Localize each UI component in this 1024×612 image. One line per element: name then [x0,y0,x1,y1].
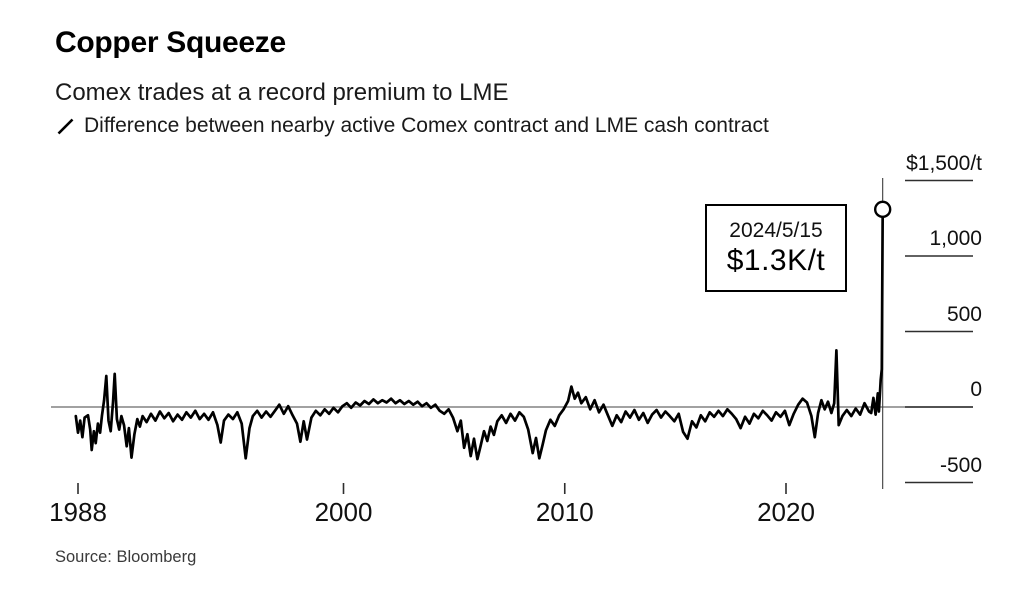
price-line [74,207,885,461]
chart-subtitle: Comex trades at a record premium to LME [55,79,509,106]
annotation-date: 2024/5/15 [729,218,823,242]
x-axis-label: 1988 [49,497,107,527]
y-axis-ticks [905,179,973,484]
source-note: Source: Bloomberg [55,548,197,566]
y-axis-label: 500 [946,302,982,326]
legend-label: Difference between nearby active Comex c… [84,114,769,137]
y-axis-label: 0 [970,378,982,401]
y-axis-label: -500 [939,453,982,477]
x-axis-label: 2010 [535,497,594,527]
line-series-icon [57,118,74,134]
annotation-callout: 2024/5/15 $1.3K/t [705,204,847,292]
x-axis-label: 2000 [314,497,373,527]
y-axis-label: $1,500/t [906,151,982,175]
last-point-marker [873,200,892,219]
chart-title: Copper Squeeze [55,26,286,59]
annotation-value: $1.3K/t [726,243,826,277]
y-axis-label: 1,000 [929,227,982,250]
legend: Difference between nearby active Comex c… [57,114,769,138]
x-axis-ticks [77,483,787,494]
x-axis-label: 2020 [757,497,815,527]
